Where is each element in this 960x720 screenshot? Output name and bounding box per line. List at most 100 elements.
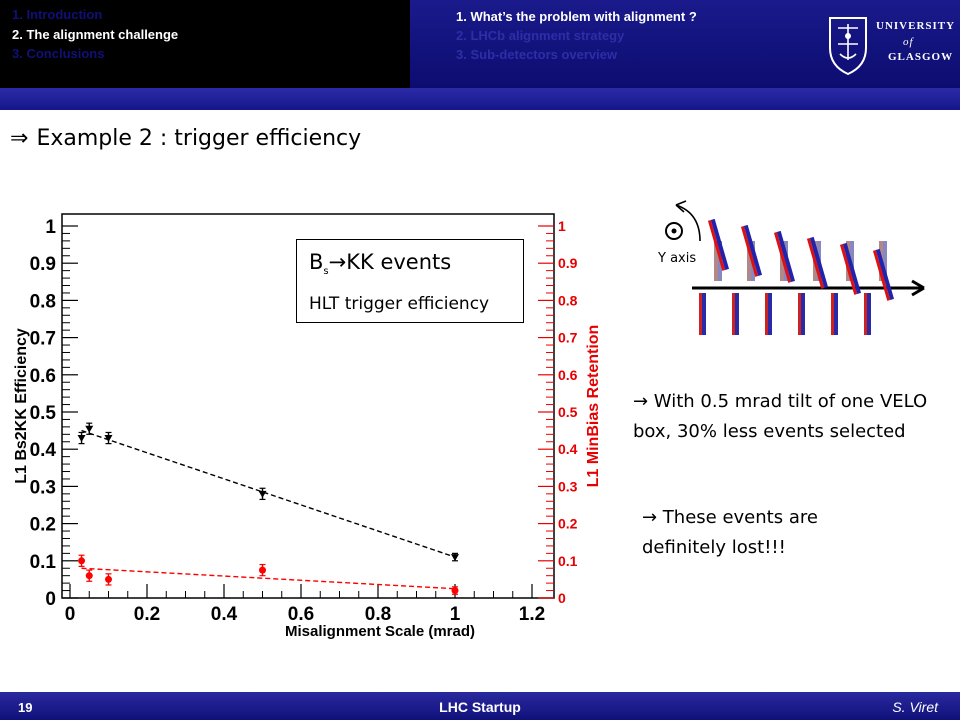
y-axis-symbol-icon xyxy=(665,222,683,240)
efficiency-point xyxy=(85,425,94,433)
velo-module-tilted xyxy=(839,242,862,295)
velo-module-nominal-blue xyxy=(883,241,887,281)
retention-point xyxy=(105,575,112,583)
retention-point xyxy=(78,557,86,565)
efficiency-point xyxy=(77,435,86,443)
footer-title: LHC Startup xyxy=(439,699,521,715)
y2-axis-label: L1 MinBias Retention xyxy=(585,325,600,488)
velo-module-nominal-blue xyxy=(850,241,854,281)
velo-module-lower-red xyxy=(765,293,768,335)
legend-main-rest: →KK events xyxy=(328,250,452,274)
velo-module-lower-blue xyxy=(702,293,706,335)
footer-author: S. Viret xyxy=(892,699,938,715)
slide-title-text: Example 2 : trigger efficiency xyxy=(36,126,362,151)
crest-icon xyxy=(829,17,867,76)
velo-module-nominal-red xyxy=(780,241,784,281)
legend-title: Bs→KK events xyxy=(309,250,451,277)
retention-point xyxy=(85,572,93,580)
y-tick-label: 1 xyxy=(45,217,56,238)
velo-module-lower-red xyxy=(831,293,834,335)
velo-module-tilted xyxy=(707,218,730,271)
y-tick-label: 0.4 xyxy=(30,440,57,461)
beam-arrow-icon xyxy=(911,279,925,297)
velo-module-nominal-red xyxy=(747,241,751,281)
y2-tick-label: 0 xyxy=(558,590,566,606)
velo-module-lower-red xyxy=(864,293,867,335)
y-tick-label: 0.7 xyxy=(30,329,56,350)
velo-tilt-diagram: Y axis xyxy=(657,200,925,335)
rotation-arrow-icon xyxy=(675,204,701,242)
nav-section-alignment-challenge[interactable]: 2. The alignment challenge xyxy=(12,27,179,42)
nav-section-introduction[interactable]: 1. Introduction xyxy=(12,7,103,22)
y-tick-label: 0 xyxy=(45,589,56,610)
page-number: 19 xyxy=(18,700,33,715)
velo-module-lower-blue xyxy=(801,293,805,335)
legend-main-subscript: s xyxy=(323,266,329,278)
velo-module-lower-red xyxy=(798,293,801,335)
x-tick-label: 1 xyxy=(450,604,461,625)
velo-module-lower-blue xyxy=(735,293,739,335)
velo-module-lower-red xyxy=(732,293,735,335)
y-tick-label: 0.5 xyxy=(30,403,57,424)
efficiency-chart: 0 0.1 0.2 0.3 0.4 0.5 0.6 0.7 0.8 0.9 1 0 0.1 0.2 0.3… xyxy=(0,190,600,645)
chart-legend-box: Bs→KK events HLT trigger efficiency xyxy=(296,239,524,323)
velo-module-tilted xyxy=(740,224,763,277)
velo-module-tilted xyxy=(806,236,829,289)
header-band xyxy=(0,88,960,110)
y-tick-label: 0.8 xyxy=(30,291,56,312)
y2-tick-label: 0.3 xyxy=(558,478,578,494)
y2-tick-label: 0.5 xyxy=(558,404,578,420)
nav-subsection-strategy[interactable]: 2. LHCb alignment strategy xyxy=(456,28,625,43)
note-tilt-result: → With 0.5 mrad tilt of one VELO box, 30… xyxy=(633,391,928,442)
y2-tick-label: 0.6 xyxy=(558,367,578,383)
velo-module-lower-blue xyxy=(768,293,772,335)
y-tick-label: 0.6 xyxy=(30,366,56,387)
logo-line-2: of xyxy=(903,36,914,48)
y2-tick-label: 0.4 xyxy=(558,441,578,457)
velo-module-lower-blue xyxy=(834,293,838,335)
y-tick-label: 0.1 xyxy=(30,552,57,573)
velo-module-lower-red xyxy=(699,293,702,335)
efficiency-fit-line xyxy=(81,429,456,558)
y2-tick-label: 0.2 xyxy=(558,516,578,532)
velo-module-lower-blue xyxy=(867,293,871,335)
header-subsection-panel xyxy=(410,0,960,88)
y-tick-label: 0.3 xyxy=(30,477,56,498)
y2-tick-label: 1 xyxy=(558,218,566,234)
logo-line-1: UNIVERSITY xyxy=(876,20,956,32)
header-section-panel xyxy=(0,0,410,88)
y-axis-label: Y axis xyxy=(657,251,696,266)
retention-point xyxy=(451,587,459,595)
x-tick-label: 0.6 xyxy=(288,604,314,625)
nav-section-conclusions[interactable]: 3. Conclusions xyxy=(12,46,105,61)
velo-module-nominal-red xyxy=(714,241,718,281)
nav-subsection-overview[interactable]: 3. Sub-detectors overview xyxy=(456,47,618,62)
x-tick-label: 1.2 xyxy=(519,604,545,625)
university-logo: UNIVERSITY of GLASGOW xyxy=(826,10,954,80)
legend-subtitle: HLT trigger efficiency xyxy=(309,294,490,314)
retention-point xyxy=(259,566,266,574)
y2-tick-label: 0.7 xyxy=(558,330,578,346)
y2-tick-label: 0.9 xyxy=(558,255,578,271)
retention-fit-line xyxy=(81,567,456,590)
y-tick-label: 0.9 xyxy=(30,254,56,275)
x-tick-label: 0.4 xyxy=(211,604,238,625)
x-tick-label: 0 xyxy=(65,604,76,625)
logo-line-3: GLASGOW xyxy=(888,51,954,63)
plot-frame xyxy=(61,213,555,599)
x-tick-label: 0.2 xyxy=(134,604,160,625)
note-events-lost: → These events are definitely lost!!! xyxy=(642,507,818,558)
velo-module-tilted xyxy=(872,248,895,301)
x-axis-label: Misalignment Scale (mrad) xyxy=(285,623,475,640)
efficiency-point xyxy=(258,490,267,498)
y2-tick-label: 0.8 xyxy=(558,292,578,308)
nav-subsection-problem[interactable]: 1. What’s the problem with alignment ? xyxy=(456,9,697,24)
legend-main-symbol: B xyxy=(309,250,324,274)
efficiency-point xyxy=(104,435,113,443)
title-arrow-icon: ⇒ xyxy=(10,126,29,151)
efficiency-point xyxy=(451,554,459,562)
velo-module-tilted xyxy=(773,230,796,283)
footer-band xyxy=(0,692,960,720)
y-tick-label: 0.2 xyxy=(30,515,56,536)
y2-tick-label: 0.1 xyxy=(558,553,578,569)
